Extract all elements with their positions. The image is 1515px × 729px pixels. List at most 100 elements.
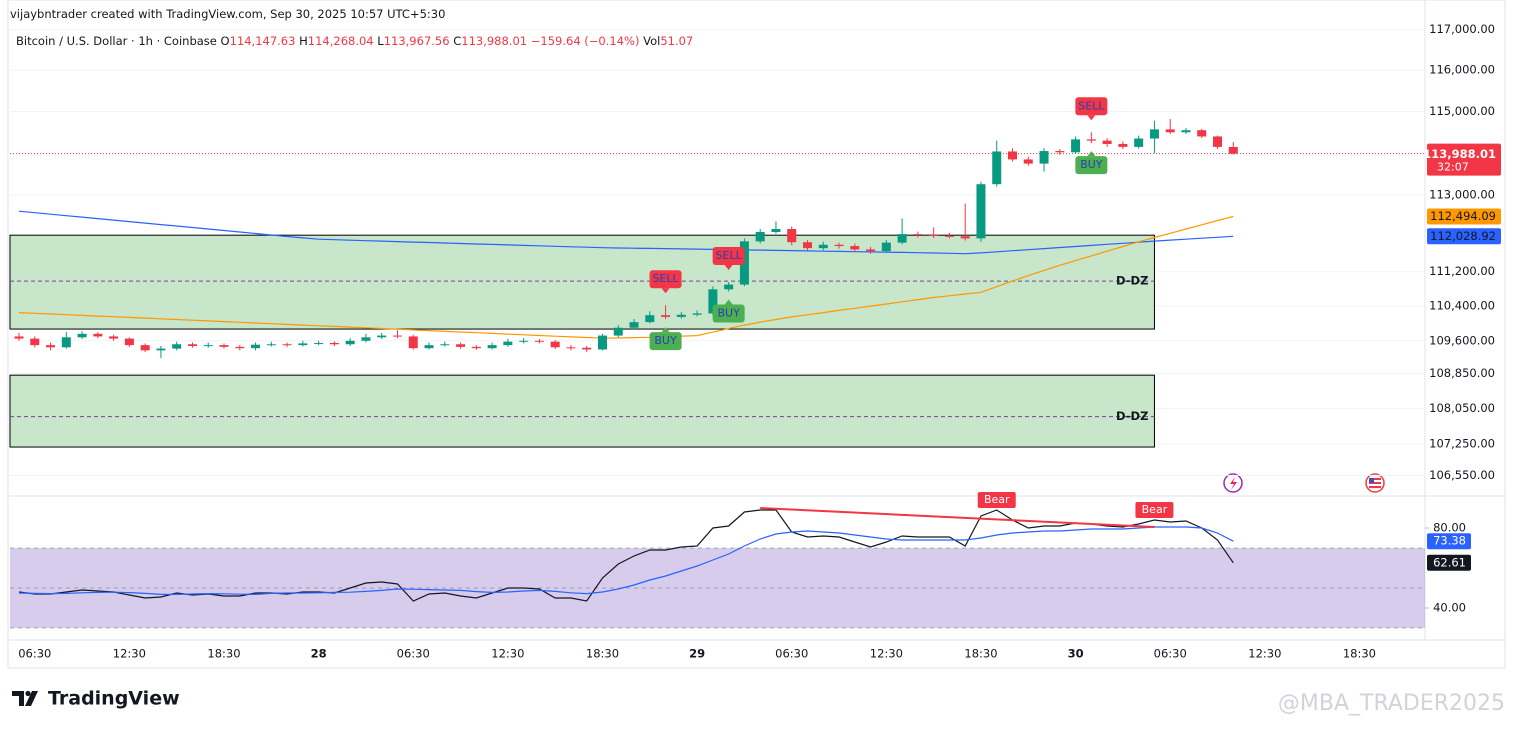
y-tick-label: 115,000.00 — [1429, 104, 1495, 118]
signal-pointer — [724, 299, 733, 305]
candle-body — [345, 340, 355, 345]
candle-body — [61, 337, 71, 348]
moving-average — [18, 210, 1234, 255]
alert-icon[interactable] — [1223, 473, 1243, 493]
candle-body — [440, 344, 450, 346]
candle-body — [1197, 130, 1207, 137]
signal-label: SELL — [652, 272, 679, 285]
candle-body — [314, 342, 324, 344]
signal-label: BUY — [654, 334, 677, 347]
signal-pointer — [724, 264, 733, 270]
candle-body — [46, 345, 56, 348]
x-tick-label: 30 — [1068, 647, 1084, 661]
candle-body — [266, 344, 276, 346]
candle-body — [881, 242, 891, 252]
ohlc-key: H — [299, 34, 308, 48]
candle-body — [424, 345, 434, 349]
ohlc-value: 113,967.56 — [383, 34, 450, 48]
signal-pointer — [661, 288, 670, 294]
x-tick-label: 12:30 — [113, 647, 146, 661]
signal-label: BUY — [717, 306, 740, 319]
x-tick-label: 18:30 — [207, 647, 240, 661]
price-tag — [1427, 143, 1501, 176]
x-tick-label: 28 — [311, 647, 327, 661]
icon-stripe — [1369, 484, 1381, 486]
signal-pointer — [1087, 115, 1096, 121]
moving-average — [18, 215, 1234, 339]
x-tick-label: 06:30 — [18, 647, 51, 661]
candle-body — [93, 333, 103, 337]
y-tick-label: 117,000.00 — [1429, 22, 1495, 36]
ohlc-key: O — [220, 34, 230, 48]
y-tick-label: 110,400.00 — [1429, 299, 1495, 313]
candle-body — [14, 336, 24, 339]
candle-body — [944, 235, 954, 237]
x-tick-label: 06:30 — [397, 647, 430, 661]
candle-body — [850, 246, 860, 250]
candle-body — [692, 313, 702, 315]
icon-flag — [1369, 478, 1381, 488]
change: −159.64 (−0.14%) — [530, 34, 640, 48]
flag-icon[interactable] — [1365, 473, 1385, 493]
x-tick-label: 18:30 — [586, 647, 619, 661]
candle-body — [866, 249, 876, 252]
signal-label: SELL — [716, 249, 743, 262]
logo-mark — [12, 691, 24, 706]
x-tick-label: 12:30 — [1248, 647, 1281, 661]
candle-body — [77, 333, 87, 338]
candle-body — [140, 345, 150, 351]
rsi-line — [18, 526, 1234, 596]
ma-tag — [1427, 228, 1501, 245]
candle-body — [897, 234, 907, 243]
candle-body — [661, 315, 671, 317]
price-tag-label: 113,988.01 — [1423, 147, 1496, 161]
bear-label: Bear — [1142, 503, 1168, 516]
ohlc-key: C — [453, 34, 462, 48]
x-tick-label: 12:30 — [870, 647, 903, 661]
x-tick-label: 18:30 — [1343, 647, 1376, 661]
candle-body — [503, 341, 513, 346]
candle-body — [1039, 151, 1049, 164]
candle-body — [156, 348, 166, 351]
candle-body — [1055, 151, 1065, 153]
rsi-line — [18, 509, 1234, 602]
candle-body — [471, 346, 481, 349]
candle-body — [913, 234, 923, 236]
x-tick-label: 06:30 — [775, 647, 808, 661]
candle-body — [1134, 138, 1144, 147]
y-tick-label: 113,000.00 — [1429, 188, 1495, 202]
signal-box — [1075, 156, 1108, 175]
candle-body — [109, 336, 119, 339]
bear-box — [977, 492, 1016, 508]
zones — [9, 234, 1425, 629]
candle-body — [408, 336, 418, 349]
candle-body — [771, 229, 781, 232]
ma-tag-label: 112,028.92 — [1430, 229, 1496, 243]
ohlc-value: 114,268.04 — [307, 34, 374, 48]
candle-body — [1102, 140, 1112, 144]
x-tick-label: 18:30 — [964, 647, 997, 661]
watermark: @MBA_TRADER2025 — [1278, 691, 1505, 716]
chart-frame — [7, 0, 1506, 669]
candle-body — [992, 151, 1002, 185]
divergence-line — [760, 507, 1155, 528]
demand-zone — [9, 234, 1155, 330]
candle-body — [929, 234, 939, 236]
candle-body — [235, 346, 245, 349]
zone-label: D-DZ — [1116, 409, 1148, 423]
signal-label: BUY — [1080, 158, 1103, 171]
icon-canton — [1369, 478, 1374, 483]
candle-body — [219, 345, 229, 347]
candle-body — [124, 338, 134, 346]
candle-body — [803, 242, 812, 249]
signal-pointer — [661, 327, 670, 333]
rsi-tick-label: 40.00 — [1433, 601, 1466, 615]
ohlc-value: 114,147.63 — [229, 34, 296, 48]
candle-body — [534, 340, 544, 342]
candle-body — [1181, 130, 1191, 133]
candle-body — [550, 341, 560, 348]
vol-key: Vol — [643, 34, 661, 48]
candle-body — [755, 231, 765, 242]
